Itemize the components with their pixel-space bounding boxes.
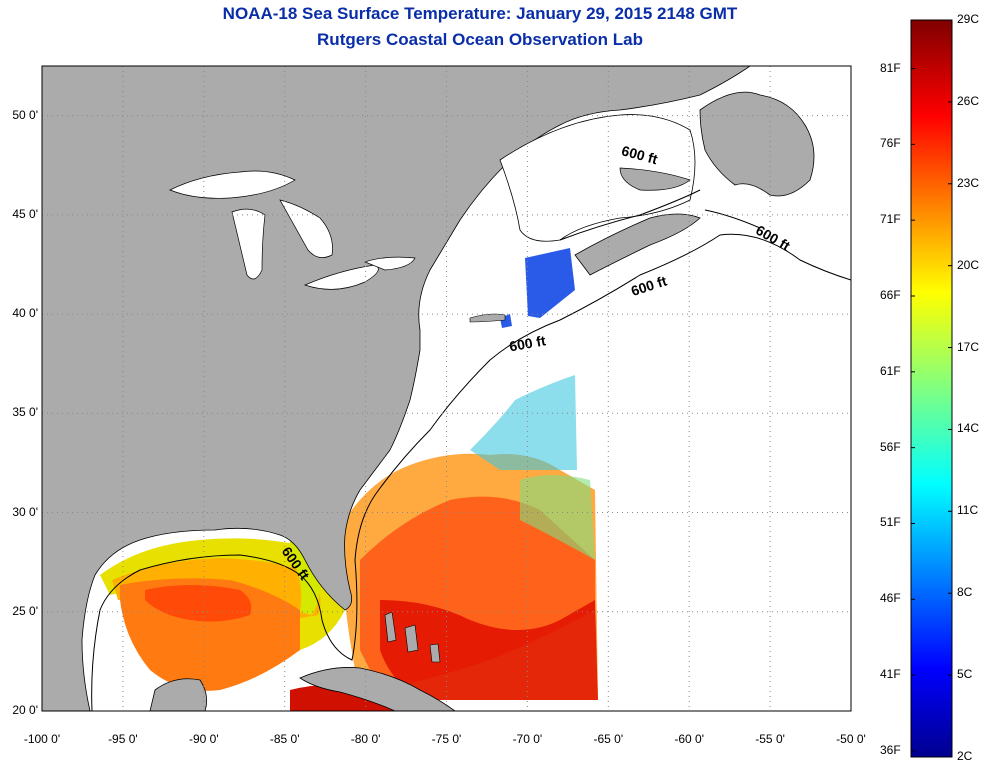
colorbar-fahrenheit-label: 56F xyxy=(880,439,901,454)
lon-tick-label: -100 0' xyxy=(23,732,61,746)
lat-tick-label: 40 0' xyxy=(12,306,38,321)
contour-label: 600 ft xyxy=(508,332,547,354)
lon-tick-label: -60 0' xyxy=(674,732,705,746)
lon-tick-label: -50 0' xyxy=(836,732,866,746)
colorbar-celsius-label: 29C xyxy=(957,12,980,26)
lat-tick-label: 45 0' xyxy=(12,206,38,221)
colorbar-fahrenheit-label: 76F xyxy=(880,136,901,151)
colorbar-celsius-label: 8C xyxy=(957,585,973,600)
lat-tick-label: 30 0' xyxy=(12,504,38,519)
colorbar-celsius-label: 20C xyxy=(957,257,980,272)
colorbar-celsius-label: 17C xyxy=(957,339,980,354)
lat-tick-label: 50 0' xyxy=(12,107,38,122)
lon-tick-label: -75 0' xyxy=(431,732,462,746)
colorbar-celsius-label: 5C xyxy=(957,667,973,682)
colorbar-fahrenheit-label: 51F xyxy=(880,515,901,530)
sst-data-layer xyxy=(100,248,598,711)
lat-tick-label: 20 0' xyxy=(12,703,38,717)
colorbar-fahrenheit-label: 66F xyxy=(880,287,901,302)
colorbar-celsius-label: 2C xyxy=(957,749,973,763)
colorbar-fahrenheit-label: 81F xyxy=(880,60,901,75)
colorbar-fahrenheit-label: 46F xyxy=(880,591,901,606)
lon-tick-label: -80 0' xyxy=(350,732,381,746)
lon-tick-label: -65 0' xyxy=(593,732,624,746)
colorbar-fahrenheit-label: 36F xyxy=(880,742,901,757)
land-layer xyxy=(42,66,815,711)
lon-tick-label: -85 0' xyxy=(269,732,300,746)
colorbar-fahrenheit-label: 71F xyxy=(880,212,901,227)
lat-tick-label: 35 0' xyxy=(12,405,38,420)
lon-tick-label: -95 0' xyxy=(108,732,138,746)
600ft-contour xyxy=(91,189,851,711)
colorbar-celsius-label: 23C xyxy=(957,175,980,190)
map-title: NOAA-18 Sea Surface Temperature: January… xyxy=(222,4,738,23)
lon-tick-label: -55 0' xyxy=(755,732,785,746)
colorbar-fahrenheit-label: 61F xyxy=(880,363,901,378)
colorbar-celsius-label: 14C xyxy=(957,421,980,436)
colorbar xyxy=(910,19,953,758)
colorbar-celsius-label: 26C xyxy=(957,93,980,108)
lon-tick-label: -70 0' xyxy=(512,732,543,746)
colorbar-ticks xyxy=(911,19,952,758)
lat-tick-label: 25 0' xyxy=(12,603,38,618)
lon-tick-label: -90 0' xyxy=(188,732,219,746)
colorbar-fahrenheit-label: 41F xyxy=(880,667,901,682)
colorbar-celsius-label: 11C xyxy=(957,503,979,518)
map-subtitle: Rutgers Coastal Ocean Observation Lab xyxy=(317,30,643,49)
